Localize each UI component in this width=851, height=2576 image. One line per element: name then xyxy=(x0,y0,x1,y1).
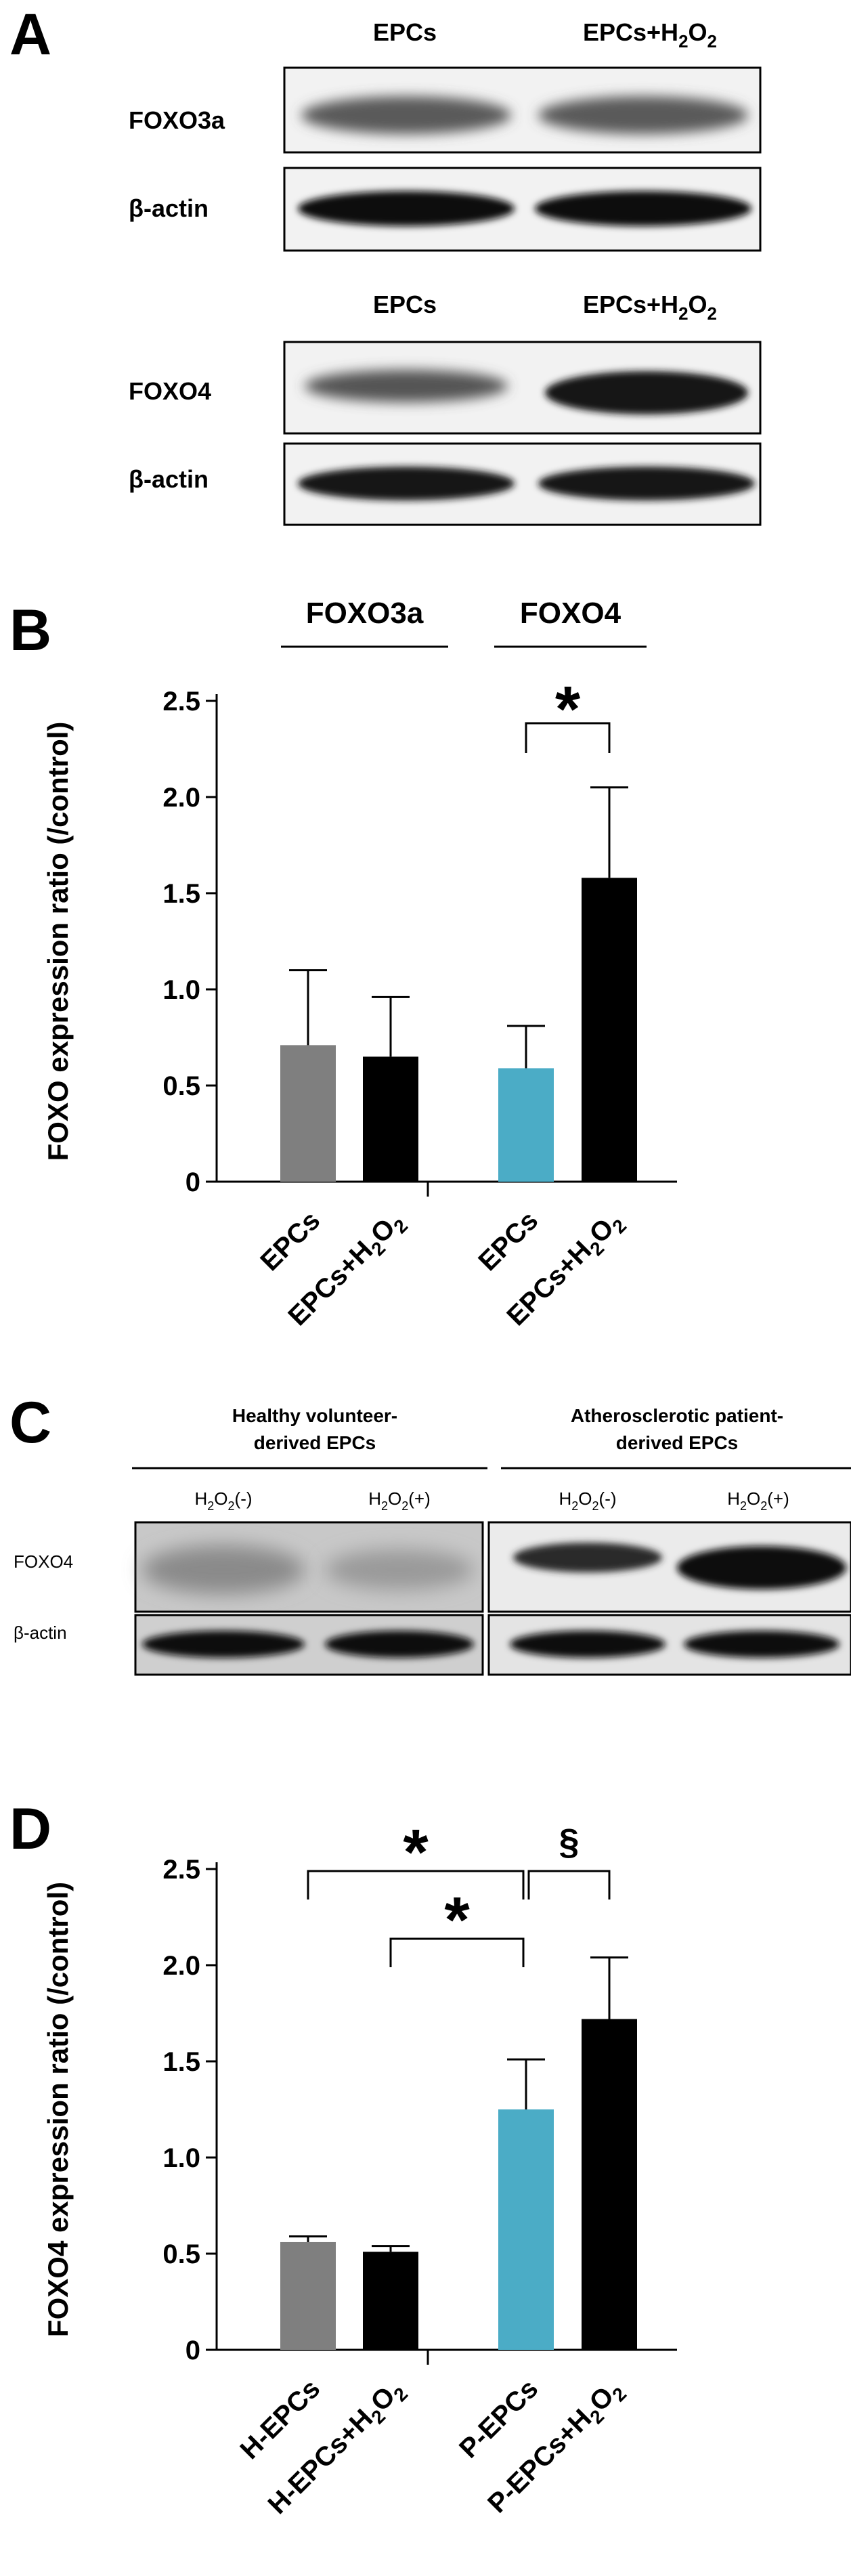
chart-b: FOXO expression ratio (/control) 0 0.5 1.0 1… xyxy=(42,597,677,1331)
blot-a1-col-epcs-h2o2: EPCs+H2O2 xyxy=(583,18,717,51)
bar xyxy=(363,2252,418,2350)
y-tick-label: 2.5 xyxy=(162,687,200,716)
blot-c-group1-line2: derived EPCs xyxy=(254,1432,376,1453)
chart-d: FOXO4 expression ratio (/control) 0 0.5 1.0… xyxy=(42,1816,677,2520)
blot-a1-headers: EPCs EPCs+H2O2 xyxy=(373,18,717,51)
significance-bracket xyxy=(307,1870,525,1899)
blot-a1-row-bactin: β-actin xyxy=(129,194,209,222)
blot-a2-bactin xyxy=(283,442,762,526)
x-tick-label: EPCs xyxy=(473,1205,544,1276)
significance-mark: * xyxy=(403,1816,429,1889)
y-tick-label: 1.5 xyxy=(162,2047,200,2077)
y-axis-label: FOXO expression ratio (/control) xyxy=(42,722,74,1161)
y-tick-label: 1.5 xyxy=(162,879,200,909)
bar xyxy=(582,2019,637,2350)
bar xyxy=(363,1056,418,1182)
blot-c-group2-line1: Atherosclerotic patient- xyxy=(571,1405,783,1426)
significance-bracket xyxy=(389,1937,525,1967)
panel-label-d: D xyxy=(9,1797,51,1862)
blot-c-foxo4 xyxy=(134,1521,851,1613)
blot-a1-bactin xyxy=(283,167,762,252)
x-tick-label: EPCs xyxy=(255,1205,326,1276)
blot-c-group1-line1: Healthy volunteer- xyxy=(232,1405,397,1426)
blot-a1-row-foxo3a: FOXO3a xyxy=(129,106,225,134)
y-tick-label: 1.0 xyxy=(162,975,200,1005)
y-tick-label: 2.5 xyxy=(162,1855,200,1885)
blot-c-row-foxo4: FOXO4 xyxy=(14,1551,73,1572)
blot-c-bactin xyxy=(134,1614,851,1676)
significance-mark: * xyxy=(444,1884,470,1956)
bar xyxy=(582,878,637,1182)
significance-mark: § xyxy=(559,1822,579,1862)
blot-c-col-h-plus: H2O2(+) xyxy=(368,1488,431,1513)
blot-a2-col-epcs: EPCs xyxy=(373,291,437,318)
group-label: FOXO3a xyxy=(306,597,424,630)
blot-c-col-h-minus: H2O2(-) xyxy=(194,1488,252,1513)
y-axis-label: FOXO4 expression ratio (/control) xyxy=(42,1882,74,2337)
y-tick-label: 1.0 xyxy=(162,2143,200,2173)
y-tick-label: 2.0 xyxy=(162,1951,200,1981)
blot-c-col-p-plus: H2O2(+) xyxy=(727,1488,789,1513)
y-tick-label: 0.5 xyxy=(162,1071,200,1101)
blot-c-group2-line2: derived EPCs xyxy=(616,1432,739,1453)
blot-a2-headers: EPCs EPCs+H2O2 xyxy=(373,291,717,324)
significance-bracket xyxy=(527,1870,611,1899)
group-label: FOXO4 xyxy=(520,597,621,630)
significance-bracket xyxy=(525,722,611,753)
bar xyxy=(280,2241,336,2350)
blot-a2-col-epcs-h2o2: EPCs+H2O2 xyxy=(583,291,717,324)
panel-label-a: A xyxy=(9,2,51,67)
y-tick-label: 0 xyxy=(186,2336,200,2365)
blot-a2-row-foxo4: FOXO4 xyxy=(129,377,211,405)
bar xyxy=(280,1045,336,1182)
blot-a1-col-epcs: EPCs xyxy=(373,18,437,46)
y-tick-label: 0.5 xyxy=(162,2239,200,2269)
bar xyxy=(498,2109,554,2350)
panel-label-b: B xyxy=(9,598,51,663)
blot-a2-row-bactin: β-actin xyxy=(129,465,209,493)
blot-a1-foxo3a xyxy=(283,66,762,154)
panel-label-c: C xyxy=(9,1390,51,1455)
y-tick-label: 0 xyxy=(186,1167,200,1197)
significance-mark: * xyxy=(555,673,581,746)
blot-c-col-p-minus: H2O2(-) xyxy=(559,1488,616,1513)
blot-a2-foxo4 xyxy=(283,341,762,435)
blot-c-headers: Healthy volunteer- derived EPCs Atherosc… xyxy=(132,1405,851,1513)
blot-c-row-bactin: β-actin xyxy=(14,1623,67,1643)
y-tick-label: 2.0 xyxy=(162,783,200,813)
bar xyxy=(498,1068,554,1182)
